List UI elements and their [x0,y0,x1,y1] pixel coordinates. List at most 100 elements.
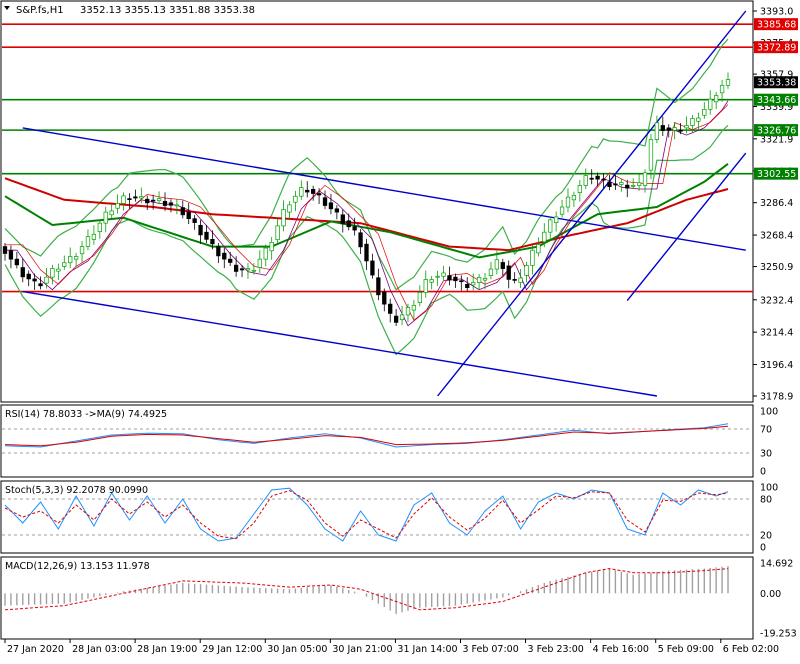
x-tick-label: 6 Feb 02:00 [723,644,779,655]
candle-body [293,195,298,203]
chart-symbol: S&P.fs,H1 [16,5,64,16]
candle-body [79,246,85,255]
candle-body [417,292,422,303]
candle-body [666,127,671,131]
stoch-panel [0,480,754,554]
candle-body [405,307,411,316]
channel-line-1 [22,127,746,251]
candle-body [139,196,144,199]
macd-panel [0,556,754,640]
candle-body [571,194,577,201]
candle-body [334,208,340,213]
candle-body [696,117,701,122]
candle-body [725,79,731,86]
candle-body [411,304,417,311]
candle-body [577,185,582,193]
macd-signal-line [4,568,729,611]
candle-body [91,233,97,240]
candle-body [162,200,168,206]
macd-tick-label: 0.00 [760,589,781,600]
y-tick-label: 3196.4 [760,360,793,371]
candle-body [269,242,274,252]
candle-body [156,198,162,202]
rsi-title: RSI(14) 78.8033 ->MA(9) 74.4925 [5,409,167,420]
candle-body [441,272,446,277]
y-tick-label: 3232.4 [760,295,793,306]
current-price-label: 3353.38 [757,78,796,89]
candle-body [453,276,458,282]
x-tick-label: 3 Feb 23:00 [528,644,584,655]
dropdown-triangle-icon[interactable] [4,6,10,10]
candle-body [382,291,387,305]
rsi-tick-label: 100 [760,407,778,418]
candle-body [376,277,381,296]
candle-body [2,246,8,254]
candle-body [364,243,369,262]
candle-body [239,268,245,271]
level-price-tag [754,124,798,137]
candle-body [494,259,500,270]
x-tick-label: 4 Feb 16:00 [593,644,649,655]
candle-body [690,118,695,126]
candle-body [210,239,215,245]
candle-body [68,256,73,264]
candle-body [625,184,630,189]
candle-body [311,188,316,194]
level-price-label: 3302.55 [757,169,796,180]
candle-body [263,247,268,260]
y-tick-label: 3339.9 [760,102,793,113]
stoch-tick-label: 100 [760,483,778,494]
bollinger-lower-line [4,124,729,356]
candle-body [524,265,529,276]
fast-ma-red-line [5,104,729,321]
candle-body [168,202,174,206]
fast-ma-line [5,100,729,327]
y-tick-label: 3357.9 [760,70,793,81]
candle-body [216,246,221,257]
y-tick-label: 3268.4 [760,231,793,242]
stoch-signal-line [4,490,729,540]
stoch-tick-label: 80 [760,495,772,506]
candle-body [435,275,440,278]
candle-body [115,203,120,209]
candle-body [370,260,375,276]
candle-body [708,98,713,110]
stoch-title: Stoch(5,3,3) 92.2078 90.0990 [5,485,148,496]
macd-title: MACD(12,26,9) 13.153 11.978 [5,561,150,572]
current-price-tag [754,76,798,89]
candle-body [678,129,683,132]
candle-body [530,249,535,266]
candle-body [589,177,594,180]
candle-body [636,182,642,186]
candle-body [429,279,434,283]
candle-body [512,279,517,281]
candle-body [62,262,67,267]
candle-body [14,258,20,266]
channel-line-3 [437,10,747,397]
candle-body [719,84,725,94]
candle-body [393,315,399,323]
candle-body [684,125,689,129]
x-tick-label: 31 Jan 14:00 [397,644,457,655]
y-tick-label: 3393.0 [760,7,793,18]
candle-body [275,225,280,241]
candle-body [8,250,14,260]
level-price-tag [754,93,798,106]
macd-tick-label: 14.692 [760,559,793,570]
candle-body [399,314,405,321]
candle-body [619,182,624,185]
channel-line-2 [22,290,657,397]
candle-body [251,269,257,272]
candle-body [50,268,55,278]
candle-body [233,264,239,272]
candle-body [713,95,719,103]
x-tick-label: 5 Feb 09:00 [658,644,714,655]
candle-body [352,226,357,231]
x-tick-label: 30 Jan 05:00 [267,644,327,655]
candle-body [595,175,600,180]
level-price-label: 3343.66 [757,95,796,106]
candle-body [316,193,322,196]
x-tick-label: 30 Jan 21:00 [332,644,392,655]
